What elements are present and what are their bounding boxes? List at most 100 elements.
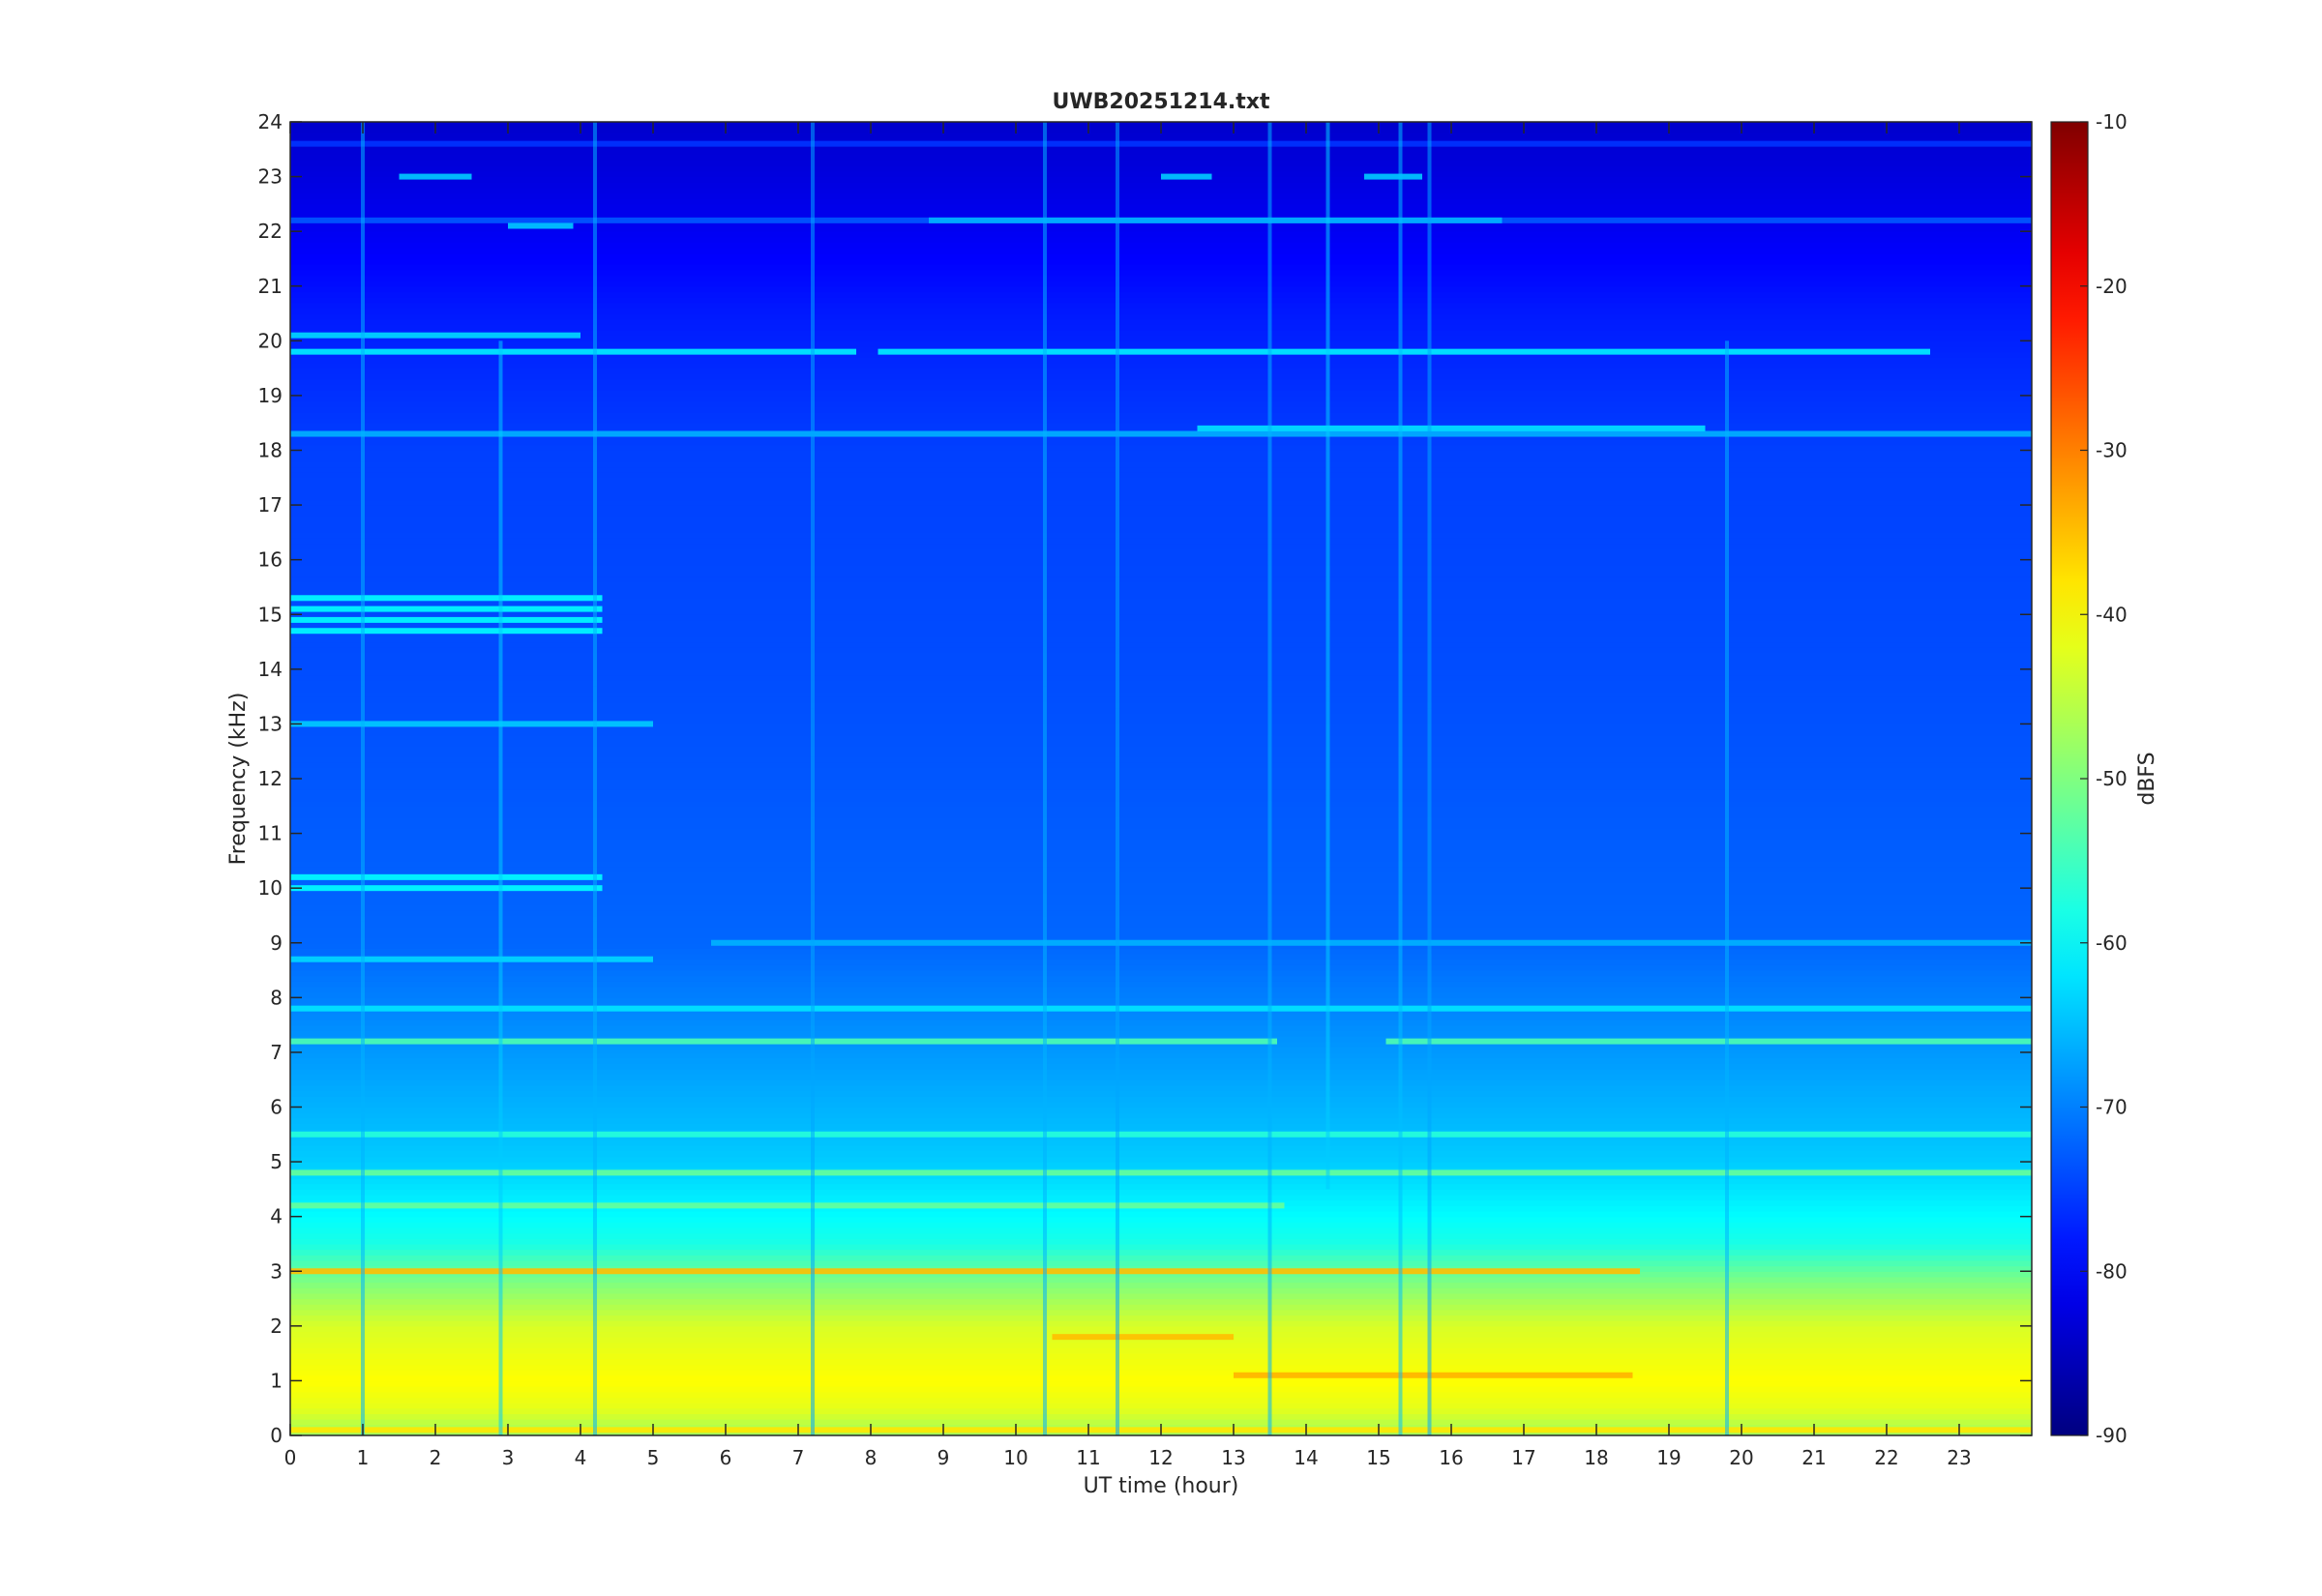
heatmap-band (290, 664, 2032, 670)
emission-line (290, 1131, 2032, 1138)
x-tick-label: 14 (1294, 1446, 1318, 1469)
y-tick-label: 24 (258, 110, 283, 133)
heatmap-band (290, 839, 2032, 845)
heatmap-band (290, 308, 2032, 314)
heatmap-band (290, 1090, 2032, 1097)
broadband-streak (1725, 340, 1729, 1435)
heatmap-band (290, 882, 2032, 889)
heatmap-band (290, 1150, 2032, 1158)
y-tick-label: 12 (258, 767, 283, 790)
heatmap-band (290, 510, 2032, 517)
heatmap-band (290, 477, 2032, 485)
heatmap-band (290, 406, 2032, 413)
heatmap-band (290, 423, 2032, 429)
broadband-streaks (361, 122, 1729, 1435)
y-tick-label: 9 (270, 931, 283, 955)
heatmap-band (290, 800, 2032, 807)
heatmap-band (290, 390, 2032, 397)
heatmap-band (290, 543, 2032, 549)
heatmap-band (290, 133, 2032, 139)
heatmap-band (290, 493, 2032, 501)
y-tick-label: 3 (270, 1259, 283, 1283)
colorbar-tick-label: -10 (2096, 110, 2128, 133)
y-tick-label: 2 (270, 1315, 283, 1338)
emission-line (1161, 173, 1212, 180)
y-tick-label: 5 (270, 1150, 283, 1173)
broadband-streak (593, 122, 597, 1435)
heatmap-band (290, 833, 2032, 840)
heatmap-band (290, 598, 2032, 605)
heatmap-band (290, 357, 2032, 364)
heatmap-band (290, 291, 2032, 298)
heatmap-band (290, 532, 2032, 539)
y-tick-label: 22 (258, 220, 283, 243)
heatmap-band (290, 1216, 2032, 1223)
heatmap-band (290, 756, 2032, 763)
heatmap-band (290, 1397, 2032, 1404)
heatmap-band (290, 603, 2032, 610)
heatmap-band (290, 1271, 2032, 1278)
heatmap-band (290, 904, 2032, 911)
heatmap-band (290, 1014, 2032, 1020)
heatmap-band (290, 576, 2032, 582)
heatmap-band (290, 1298, 2032, 1305)
heatmap-band (290, 439, 2032, 446)
heatmap-band (290, 685, 2032, 693)
y-axis-label: Frequency (kHz) (226, 693, 251, 866)
heatmap-band (290, 252, 2032, 260)
heatmap-band (290, 997, 2032, 1004)
y-tick-label: 15 (258, 603, 283, 626)
heatmap-band (290, 691, 2032, 697)
x-tick-label: 3 (502, 1446, 515, 1469)
heatmap-band (290, 521, 2032, 528)
heatmap-band (290, 570, 2032, 577)
heatmap-band (290, 297, 2032, 304)
heatmap-band (290, 400, 2032, 407)
heatmap-band (290, 942, 2032, 950)
y-tick-label: 14 (258, 658, 283, 681)
heatmap-band (290, 866, 2032, 872)
emission-line (290, 332, 580, 339)
x-tick-label: 13 (1221, 1446, 1245, 1469)
heatmap-band (290, 608, 2032, 615)
y-tick-label: 11 (258, 822, 283, 845)
x-tick-label: 20 (1729, 1446, 1753, 1469)
heatmap-band (290, 340, 2032, 347)
heatmap-band (290, 1047, 2032, 1053)
heatmap-band (290, 674, 2032, 681)
heatmap-band (290, 362, 2032, 369)
heatmap-band (290, 154, 2032, 162)
heatmap-band (290, 1227, 2032, 1234)
heatmap-band (290, 680, 2032, 687)
heatmap-band (290, 860, 2032, 868)
heatmap-band (290, 143, 2032, 150)
heatmap-band (290, 1347, 2032, 1354)
heatmap-band (290, 1107, 2032, 1113)
broadband-streak (1427, 122, 1432, 1435)
broadband-streak (1116, 122, 1119, 1435)
y-tick-label: 10 (258, 876, 283, 900)
heatmap-band (290, 505, 2032, 512)
heatmap-band (290, 225, 2032, 232)
y-tick-label: 0 (270, 1424, 283, 1447)
heatmap-band (290, 811, 2032, 818)
emission-line (711, 939, 2032, 946)
broadband-streak (1325, 122, 1330, 1190)
heatmap-band (290, 192, 2032, 199)
heatmap-band (290, 258, 2032, 265)
heatmap-band (290, 713, 2032, 720)
heatmap-band (290, 368, 2032, 374)
y-tick-label: 4 (270, 1205, 283, 1228)
x-tick-label: 9 (938, 1446, 950, 1469)
heatmap-band (290, 1282, 2032, 1288)
heatmap-band (290, 1315, 2032, 1321)
heatmap-band (290, 1112, 2032, 1119)
heatmap-band (290, 1057, 2032, 1064)
heatmap-band (290, 1123, 2032, 1130)
heatmap-band (290, 538, 2032, 545)
heatmap-band (290, 318, 2032, 325)
heatmap-band (290, 1287, 2032, 1294)
heatmap-band (290, 1364, 2032, 1371)
spectrogram-heatmap (290, 122, 2032, 1435)
